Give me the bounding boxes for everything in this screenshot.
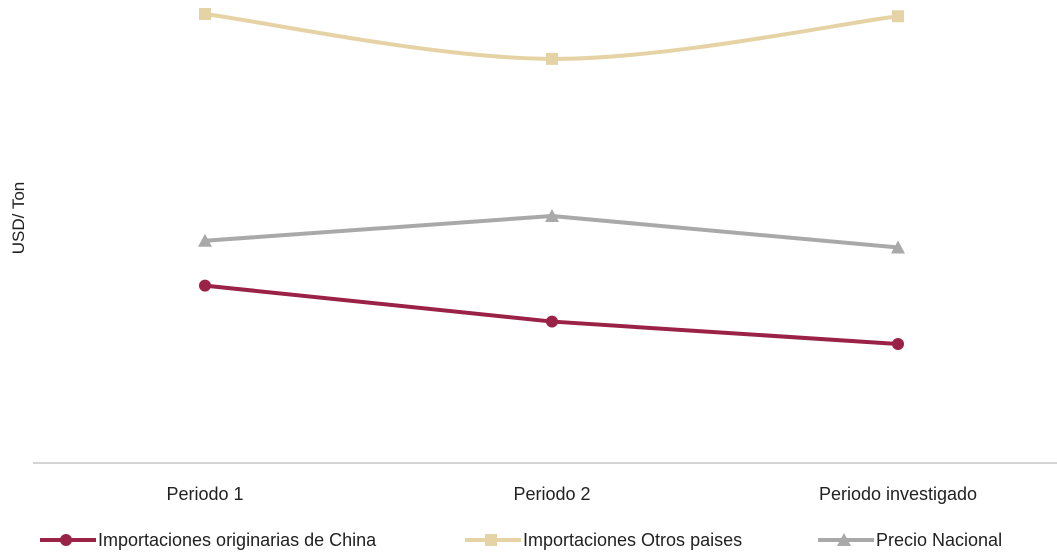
x-tick-label-periodo-investigado: Periodo investigado bbox=[819, 484, 977, 504]
data-point-importaciones-originarias-de-china-3 bbox=[892, 338, 904, 351]
data-point-precio-nacional-2 bbox=[545, 209, 559, 223]
legend-label-importaciones-originarias-de-china: Importaciones originarias de China bbox=[98, 530, 377, 550]
data-point-importaciones-otros-paises-2 bbox=[546, 52, 558, 65]
series-line-importaciones-originarias-de-china bbox=[204, 283, 899, 347]
data-point-precio-nacional-3 bbox=[891, 240, 905, 254]
x-tick-label-periodo-2: Periodo 2 bbox=[513, 484, 590, 504]
data-point-importaciones-otros-paises-1 bbox=[199, 8, 211, 20]
x-tick-labels: Periodo 1 Periodo 2 Periodo investigado bbox=[166, 484, 977, 504]
y-axis-title: USD/ Ton bbox=[9, 182, 28, 254]
data-point-precio-nacional-1 bbox=[198, 233, 212, 247]
data-point-importaciones-originarias-de-china-1 bbox=[199, 279, 211, 292]
legend-label-importaciones-otros-paises: Importaciones Otros paises bbox=[523, 530, 742, 550]
data-point-importaciones-otros-paises-3 bbox=[892, 10, 904, 23]
legend-swatch-marker-importaciones-otros-paises bbox=[485, 534, 497, 546]
data-point-importaciones-originarias-de-china-2 bbox=[546, 315, 558, 328]
series-line-importaciones-otros-paises bbox=[204, 12, 899, 61]
series-layer bbox=[198, 8, 905, 351]
legend: Importaciones originarias de China Import… bbox=[40, 530, 1002, 550]
legend-label-precio-nacional: Precio Nacional bbox=[876, 530, 1002, 550]
x-tick-label-periodo-1: Periodo 1 bbox=[166, 484, 243, 504]
legend-swatch-marker-importaciones-originarias-de-china bbox=[60, 534, 72, 546]
legend-swatch-marker-precio-nacional bbox=[837, 533, 851, 546]
